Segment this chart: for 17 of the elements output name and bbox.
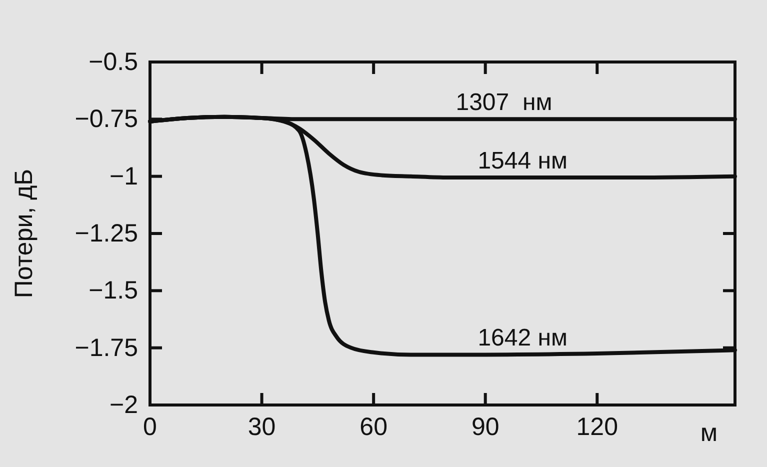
x-tick-label: 30 (248, 412, 276, 441)
x-tick-label: 60 (360, 412, 388, 441)
y-tick-label: −1.25 (74, 220, 138, 248)
series-label: 1642 нм (478, 324, 568, 352)
y-tick-label: −0.75 (74, 105, 138, 134)
y-tick-label: −0.5 (88, 48, 138, 76)
x-tick-label: 120 (576, 412, 618, 441)
y-tick-label: −1.5 (88, 276, 138, 305)
y-tick-label: −2 (109, 391, 138, 419)
x-tick-label: 90 (471, 412, 500, 441)
y-tick-label: −1.75 (74, 334, 138, 362)
x-tick-label: 0 (143, 412, 157, 441)
y-axis-title: Потери, дБ (10, 168, 38, 298)
y-tick-label: −1 (109, 162, 138, 190)
legend-label: 1307 нм (456, 89, 552, 116)
series-label: 1544 нм (478, 147, 568, 174)
x-axis-title: м (700, 419, 718, 447)
